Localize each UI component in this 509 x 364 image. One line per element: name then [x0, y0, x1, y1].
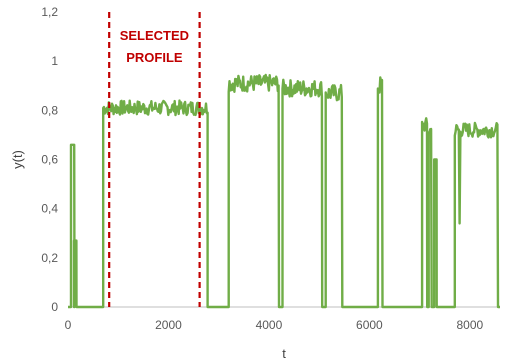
- y-tick-label: 0,8: [41, 103, 58, 117]
- y-tick-label: 1,2: [41, 5, 58, 19]
- y-axis-ticks: 0 0,2 0,4 0,6 0,8 1 1,2: [41, 5, 58, 314]
- x-tick-label: 8000: [457, 318, 484, 332]
- series-line: [68, 73, 500, 309]
- y-tick-label: 0,6: [41, 153, 58, 167]
- y-tick-label: 0,2: [41, 251, 58, 265]
- y-tick-label: 0: [51, 300, 58, 314]
- x-tick-label: 4000: [256, 318, 283, 332]
- y-axis-title: y(t): [10, 150, 25, 169]
- x-axis-ticks: 0 2000 4000 6000 8000: [65, 318, 484, 332]
- x-tick-label: 6000: [356, 318, 383, 332]
- x-axis-title: t: [282, 346, 286, 361]
- x-tick-label: 0: [65, 318, 72, 332]
- y-tick-label: 0,4: [41, 202, 58, 216]
- x-tick-label: 2000: [155, 318, 182, 332]
- selection-label-line-1: SELECTED: [120, 28, 189, 43]
- y-tick-label: 1: [51, 54, 58, 68]
- selection-label-line-2: PROFILE: [126, 50, 183, 65]
